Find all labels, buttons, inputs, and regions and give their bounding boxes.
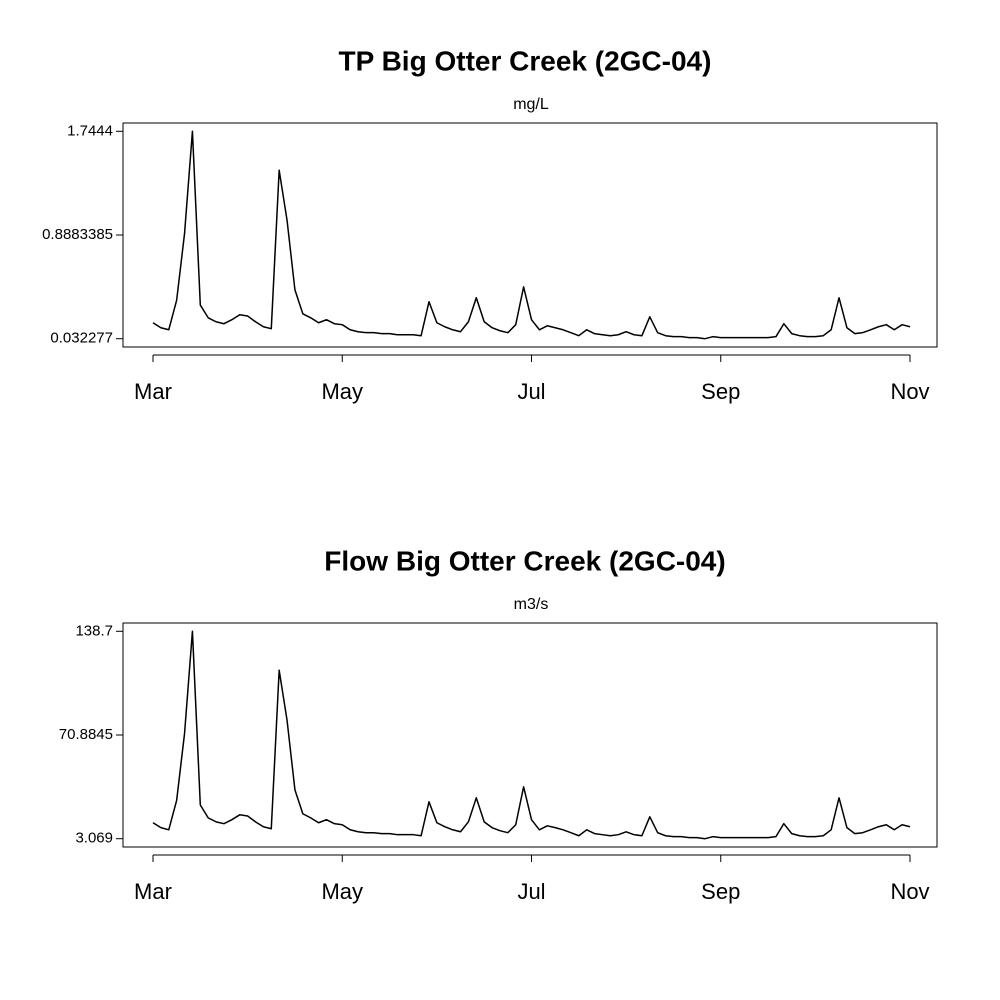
- data-line: [152, 130, 911, 340]
- x-tick-label: May: [321, 379, 363, 404]
- y-tick-label: 3.069: [75, 830, 113, 847]
- data-line: [152, 630, 911, 840]
- x-tick-label: Sep: [701, 879, 740, 904]
- y-tick-label: 0.032277: [50, 330, 113, 347]
- x-tick-label: Nov: [890, 379, 929, 404]
- chart-title: Flow Big Otter Creek (2GC-04): [324, 545, 725, 576]
- chart-title: TP Big Otter Creek (2GC-04): [339, 45, 712, 76]
- x-tick-label: Sep: [701, 379, 740, 404]
- x-tick-label: May: [321, 879, 363, 904]
- y-tick-label: 0.8883385: [42, 226, 113, 243]
- x-tick-label: Jul: [517, 379, 545, 404]
- chart-subtitle: m3/s: [514, 596, 549, 613]
- x-tick-label: Mar: [134, 879, 172, 904]
- chart-subtitle: mg/L: [513, 96, 549, 113]
- x-tick-label: Nov: [890, 879, 929, 904]
- y-tick-label: 138.7: [75, 622, 113, 639]
- y-tick-label: 1.7444: [67, 122, 113, 139]
- x-tick-label: Mar: [134, 379, 172, 404]
- x-tick-label: Jul: [517, 879, 545, 904]
- y-tick-label: 70.8845: [59, 726, 113, 743]
